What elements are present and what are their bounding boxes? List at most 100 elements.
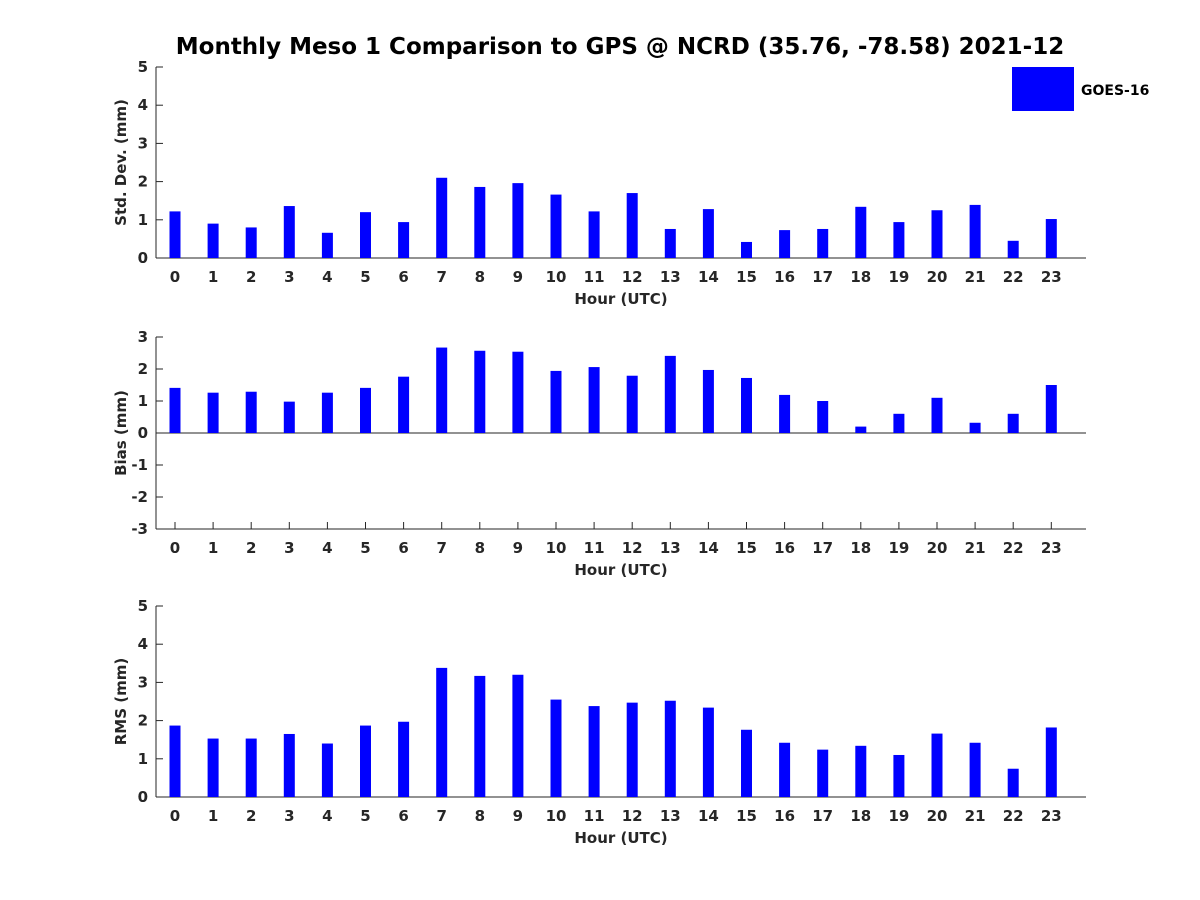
legend-swatch-goes-16 (1012, 67, 1074, 111)
rms-bar-hour-2 (245, 738, 257, 797)
bias-bar-hour-10 (550, 370, 562, 433)
bias-bar-hour-5 (360, 387, 371, 433)
rms-bar-hour-23 (1045, 727, 1057, 797)
std-dev-bar-hour-8 (474, 186, 486, 258)
rms-bar-hour-3 (283, 733, 295, 797)
bias-x-tick-label: 10 (546, 539, 567, 557)
legend-label-goes-16: GOES-16 (1081, 83, 1149, 99)
bias-bar-hour-15 (741, 377, 752, 433)
bias-x-tick-label: 11 (584, 539, 605, 557)
rms-x-tick-label: 14 (698, 807, 719, 825)
bias-bar-hour-13 (664, 355, 676, 433)
std-dev-x-tick-label: 11 (584, 268, 605, 286)
bias-x-tick-label: 14 (698, 539, 719, 557)
rms-x-tick-label: 9 (513, 807, 523, 825)
rms-x-tick-label: 6 (398, 807, 408, 825)
rms-x-tick-label: 5 (360, 807, 370, 825)
bias-bar-hour-23 (1045, 385, 1057, 433)
bias-x-tick-label: 17 (812, 539, 833, 557)
std-dev-x-tick-label: 17 (812, 268, 833, 286)
std-dev-x-tick-label: 19 (888, 268, 909, 286)
bias-y-tick-label: -3 (131, 520, 148, 538)
bias-bar-hour-2 (245, 391, 257, 433)
std-dev-x-tick-label: 21 (965, 268, 986, 286)
std-dev-x-tick-label: 1 (208, 268, 218, 286)
rms-x-tick-label: 22 (1003, 807, 1024, 825)
rms-x-tick-label: 16 (774, 807, 795, 825)
rms-x-tick-label: 11 (584, 807, 605, 825)
std-dev-x-tick-label: 9 (513, 268, 523, 286)
std-dev-bar-hour-18 (855, 206, 867, 258)
rms-x-tick-label: 4 (322, 807, 332, 825)
bias-bar-hour-0 (169, 387, 181, 433)
std-dev-bar-hour-13 (664, 228, 676, 258)
bias-y-tick-label: -1 (131, 456, 148, 474)
rms-y-tick-label: 5 (138, 597, 148, 615)
bias-bar-hour-16 (779, 394, 791, 433)
std-dev-y-tick-label: 3 (138, 134, 148, 152)
bias-y-tick-label: 3 (138, 328, 148, 346)
rms-bar-hour-13 (664, 700, 676, 797)
bias-x-tick-label: 2 (246, 539, 256, 557)
rms-x-tick-label: 18 (850, 807, 871, 825)
std-dev-x-tick-label: 12 (622, 268, 643, 286)
bias-bar-hour-4 (321, 392, 333, 433)
rms-bar-hour-7 (436, 667, 448, 797)
rms-bar-hour-22 (1007, 768, 1019, 797)
std-dev-bar-hour-12 (626, 193, 638, 258)
rms-bar-hour-18 (855, 745, 867, 797)
std-dev-x-tick-label: 5 (360, 268, 370, 286)
bias-bar-hour-19 (893, 413, 905, 433)
rms-x-tick-label: 12 (622, 807, 643, 825)
rms-y-tick-label: 3 (138, 673, 148, 691)
rms-bar-hour-21 (969, 742, 981, 797)
bias-x-tick-label: 21 (965, 539, 986, 557)
rms-bar-hour-5 (360, 725, 371, 797)
rms-x-tick-label: 19 (888, 807, 909, 825)
std-dev-bar-hour-22 (1007, 240, 1019, 258)
std-dev-y-tick-label: 0 (138, 249, 148, 267)
bias-bar-hour-14 (702, 369, 714, 433)
chart-title: Monthly Meso 1 Comparison to GPS @ NCRD … (176, 34, 1065, 60)
bias-bar-hour-22 (1007, 413, 1019, 433)
rms-x-tick-label: 23 (1041, 807, 1062, 825)
bias-x-tick-label: 6 (398, 539, 408, 557)
std-dev-x-tick-label: 22 (1003, 268, 1024, 286)
std-dev-bar-hour-5 (360, 212, 371, 258)
rms-bar-hour-12 (626, 702, 638, 797)
rms-x-tick-label: 17 (812, 807, 833, 825)
rms-x-tick-label: 7 (436, 807, 446, 825)
bias-x-tick-label: 3 (284, 539, 294, 557)
rms-bar-hour-0 (169, 725, 181, 797)
std-dev-x-tick-label: 3 (284, 268, 294, 286)
bias-x-tick-label: 16 (774, 539, 795, 557)
bias-y-tick-label: 1 (138, 392, 148, 410)
std-dev-x-tick-label: 0 (170, 268, 180, 286)
rms-x-tick-label: 8 (475, 807, 485, 825)
rms-y-tick-label: 0 (138, 788, 148, 806)
std-dev-bar-hour-20 (931, 210, 943, 258)
rms-x-axis-label: Hour (UTC) (574, 829, 667, 847)
legend: GOES-16 (1012, 67, 1149, 111)
std-dev-x-tick-label: 20 (927, 268, 948, 286)
rms-bar-hour-20 (931, 733, 943, 797)
std-dev-x-tick-label: 23 (1041, 268, 1062, 286)
rms-x-tick-label: 21 (965, 807, 986, 825)
rms-bar-hour-14 (702, 707, 714, 797)
std-dev-bar-hour-2 (245, 227, 257, 258)
std-dev-y-axis-label: Std. Dev. (mm) (112, 99, 130, 226)
std-dev-x-tick-label: 6 (398, 268, 408, 286)
bias-y-tick-label: 0 (138, 424, 148, 442)
bias-x-tick-label: 1 (208, 539, 218, 557)
std-dev-bar-hour-3 (283, 206, 295, 258)
rms-x-tick-label: 3 (284, 807, 294, 825)
std-dev-bar-hour-10 (550, 194, 562, 258)
rms-x-tick-label: 2 (246, 807, 256, 825)
std-dev-bar-hour-23 (1045, 219, 1057, 258)
bias-bar-hour-3 (283, 401, 295, 433)
rms-bar-hour-17 (817, 749, 829, 797)
std-dev-bar-hour-9 (512, 183, 524, 258)
std-dev-bar-hour-17 (817, 228, 829, 258)
